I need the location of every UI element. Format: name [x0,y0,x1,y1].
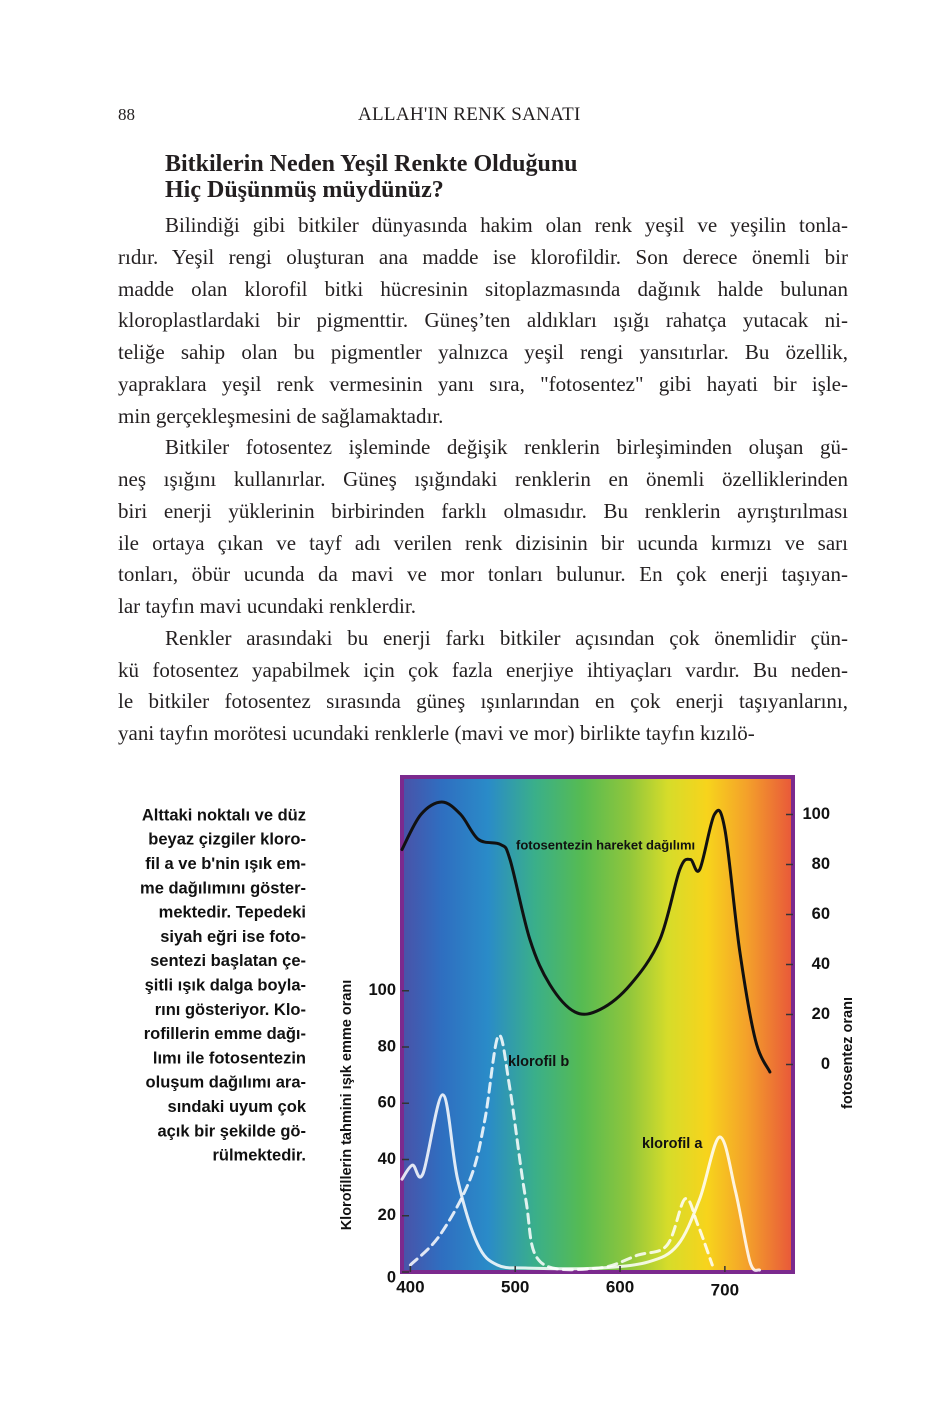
paragraph-line: madde olan klorofil bitki hücresinin sit… [118,276,848,301]
caption-line: şitli ışık dalga boyla- [145,976,306,994]
caption-line: beyaz çizgiler kloro- [148,831,306,849]
caption-line: sentezi başlatan çe- [150,952,306,970]
x-tick-label: 500 [501,1277,529,1296]
y-tick-label: 40 [378,1150,396,1168]
caption-line: oluşum dağılımı ara- [146,1074,306,1092]
paragraph-line: neş ışığını kullanırlar. Güneş ışığındak… [118,467,848,491]
y2-tick-label: 80 [812,855,830,873]
x-tick-label: 600 [606,1277,634,1296]
series-label: klorofil b [508,1054,569,1070]
paragraph-line: lar tayfın mavi ucundaki renklerdir. [118,594,416,618]
series-line [408,1033,714,1272]
caption-line: Alttaki noktalı ve düz [142,806,306,824]
paragraph-line: kloroplastlardaki bir pigmenttir. Güneş’… [118,308,848,333]
series-label: klorofil a [642,1136,703,1152]
heading-line: Hiç Düşünmüş müydünüz? [165,177,444,203]
paragraph-line: biri enerji yüklerinin birbirinden farkl… [118,498,848,523]
running-title: ALLAH'IN RENK SANATI [358,104,581,125]
paragraph-line: rıdır. Yeşil rengi oluşturan ana madde i… [118,244,848,269]
series-label: fotosentezin hareket dağılımı [516,837,695,852]
paragraph-line: tonları, öbür ucunda da mavi ve mor tonl… [118,562,848,587]
caption-line: rını gösteriyor. Klo- [155,1001,306,1019]
marks [400,800,772,1272]
paragraph-line: Bitkiler fotosentez işleminde değişik re… [165,435,848,460]
caption-line: açık bir şekilde gö- [157,1122,306,1140]
caption-line: me dağılımını göster- [140,879,306,897]
y-axis-title: Klorofillerin tahmini ışık emme oranı [339,980,355,1231]
x-tick-label: 700 [711,1280,739,1299]
y-tick-label: 80 [378,1037,396,1055]
page-number: 88 [118,105,135,124]
paragraph-line: yapraklara yeşil renk vermesinin yanı sı… [118,371,848,396]
caption-line: lımı ile fotosentezin [153,1049,306,1067]
paragraph-line: ile ortaya çıkan ve tayf adı verilen ren… [118,530,848,555]
y2-tick-label: 60 [812,905,830,923]
heading-line: Bitkilerin Neden Yeşil Renkte Olduğunu [165,151,578,177]
y-tick-label: 20 [378,1206,396,1224]
caption-line: sındaki uyum çok [168,1098,307,1116]
series-line [400,800,772,1074]
paragraph-line: Renkler arasındaki bu enerji farkı bitki… [165,625,848,650]
y2-tick-label: 20 [812,1005,830,1023]
caption-line: siyah eğri ise foto- [160,928,306,946]
x-tick-label: 400 [396,1277,424,1296]
y2-tick-label: 100 [802,805,830,823]
caption-line: rülmektedir. [212,1147,306,1165]
paragraph-line: teliğe sahip olan bu pigmentler yalnızca… [118,340,848,364]
y2-tick-label: 0 [821,1055,830,1073]
paragraph-line: min gerçekleşmesini de sağlamaktadır. [118,403,444,428]
paragraph-line: le bitkiler fotosentez sırasında güneş ı… [118,689,848,714]
paragraph-line: yani tayfın morötesi ucundaki renklerle … [118,721,755,745]
series-line [400,1093,761,1272]
paragraph-line: Bilindiği gibi bitkiler dünyasında hakim… [165,213,848,237]
y2-tick-label: 40 [812,955,830,973]
y-tick-label: 0 [387,1268,396,1286]
y2-axis-title: fotosentez oranı [840,997,856,1109]
paragraph-line: kü fotosentez yapabilmek için çok fazla … [118,657,848,682]
caption-line: fil a ve b'nin ışık em- [145,855,306,873]
caption-line: mektedir. Tepedeki [159,904,306,922]
y-tick-label: 100 [368,981,396,999]
caption-line: rofillerin emme dağı- [144,1025,306,1043]
y-tick-label: 60 [378,1094,396,1112]
